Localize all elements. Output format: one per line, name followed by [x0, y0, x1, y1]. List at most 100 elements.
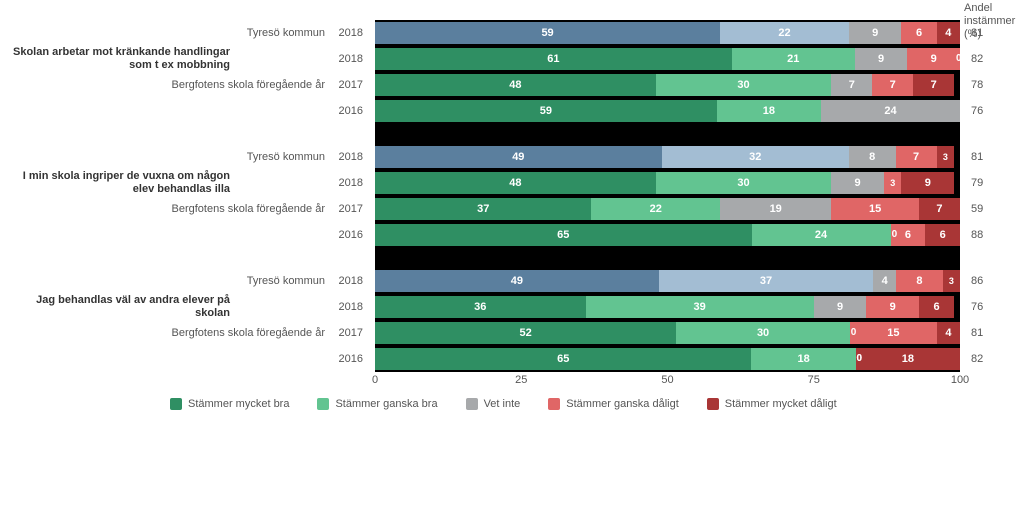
segment-value: 15	[887, 327, 899, 339]
segment-zero-label: 0	[892, 229, 898, 240]
bar-segment: 8	[849, 146, 896, 168]
legend-item: Stämmer ganska bra	[317, 398, 437, 410]
segment-value: 6	[934, 301, 940, 313]
bar-segment: 15	[850, 322, 937, 344]
segment-value: 9	[925, 177, 931, 189]
segment-value: 49	[511, 275, 523, 287]
row-year: 2018	[335, 151, 375, 163]
bar-segment: 9	[907, 48, 960, 70]
bar-track: 65 18 18	[375, 348, 960, 370]
bar-segment: 37	[659, 270, 873, 292]
segment-value: 4	[882, 275, 888, 287]
bar-segment: 52	[375, 322, 676, 344]
segment-value: 36	[474, 301, 486, 313]
andel-value: 82	[965, 346, 983, 372]
bar-segment: 7	[913, 74, 954, 96]
andel-value: 86	[965, 268, 983, 294]
bar-segment: 7	[831, 74, 872, 96]
segment-value: 9	[890, 301, 896, 313]
bar-segment: 65	[375, 224, 752, 246]
x-tick: 25	[515, 374, 527, 386]
segment-value: 9	[878, 53, 884, 65]
bar-row: 612199	[375, 46, 960, 72]
segment-value: 18	[902, 353, 914, 365]
bar-segment: 4	[937, 322, 960, 344]
bar-segment: 6	[925, 224, 960, 246]
segment-value: 48	[509, 177, 521, 189]
legend-label: Stämmer ganska bra	[335, 398, 437, 410]
legend-item: Vet inte	[466, 398, 521, 410]
bar-segment: 4	[937, 22, 960, 44]
bar-segment: 9	[814, 296, 867, 318]
segment-value: 15	[869, 203, 881, 215]
segment-value: 6	[916, 27, 922, 39]
bar-segment: 15	[831, 198, 919, 220]
legend-item: Stämmer mycket dåligt	[707, 398, 837, 410]
segment-value: 19	[770, 203, 782, 215]
bar-segment: 8	[896, 270, 942, 292]
legend-swatch	[170, 398, 182, 410]
bar-segment: 32	[662, 146, 849, 168]
segment-value: 65	[557, 229, 569, 241]
segment-value: 24	[884, 105, 896, 117]
group-spacer	[375, 124, 960, 144]
row-label: Tyresö kommun	[0, 151, 335, 163]
x-tick: 0	[372, 374, 378, 386]
segment-value: 59	[541, 27, 553, 39]
segment-value: 6	[940, 229, 946, 241]
label-row: 2016	[0, 98, 375, 124]
andel-value: 81	[965, 144, 983, 170]
bar-segment: 7	[896, 146, 937, 168]
bar-track: 4932873	[375, 146, 960, 168]
bar-row: 5230154	[375, 320, 960, 346]
bar-segment: 59	[375, 100, 717, 122]
label-row: Bergfotens skola föregående år2017	[0, 72, 375, 98]
segment-value: 22	[778, 27, 790, 39]
bar-segment: 22	[591, 198, 720, 220]
label-row: 2016	[0, 222, 375, 248]
survey-stacked-bar-chart: Andel instämmer (%) 59229646121990483077…	[0, 0, 1024, 509]
bar-track: 3722 19 15 7	[375, 198, 960, 220]
row-year: 2016	[335, 105, 375, 117]
bar-segment: 21	[732, 48, 855, 70]
bar-segment: 24	[821, 100, 960, 122]
label-row: Tyresö kommun2018	[0, 20, 375, 46]
segment-zero-label: 0	[851, 327, 857, 338]
andel-value: 78	[965, 72, 983, 98]
bar-row: 4830777	[375, 72, 960, 98]
segment-value: 4	[945, 27, 951, 39]
segment-value: 52	[519, 327, 531, 339]
row-year: 2016	[335, 229, 375, 241]
x-tick: 100	[951, 374, 969, 386]
legend-item: Stämmer ganska dåligt	[548, 398, 679, 410]
andel-value: 59	[965, 196, 983, 222]
bar-segment: 65	[375, 348, 751, 370]
andel-value: 76	[965, 98, 983, 124]
x-axis: 0255075100	[375, 374, 960, 394]
legend-swatch	[548, 398, 560, 410]
bar-segment: 49	[375, 146, 662, 168]
bar-segment: 6	[919, 296, 954, 318]
segment-value: 24	[815, 229, 827, 241]
segment-value: 4	[945, 327, 951, 339]
bar-segment: 22	[720, 22, 849, 44]
question-label: Skolan arbetar mot kränkande handlingar …	[0, 46, 230, 72]
andel-value: 88	[965, 222, 983, 248]
legend-label: Stämmer mycket bra	[188, 398, 289, 410]
segment-value: 7	[936, 203, 942, 215]
row-year: 2018	[335, 53, 375, 65]
bar-segment: 39	[586, 296, 814, 318]
question-label: Jag behandlas väl av andra elever på sko…	[0, 294, 230, 320]
legend-label: Vet inte	[484, 398, 521, 410]
bar-segment: 18	[751, 348, 855, 370]
bar-segment: 24	[752, 224, 891, 246]
segment-value: 7	[913, 151, 919, 163]
row-year: 2018	[335, 275, 375, 287]
bar-row: 591824	[375, 98, 960, 124]
andel-value: 81	[965, 20, 983, 46]
segment-value: 65	[557, 353, 569, 365]
question-label: I min skola ingriper de vuxna om någon e…	[0, 170, 230, 196]
segment-value: 8	[916, 275, 922, 287]
bar-segment: 37	[375, 198, 591, 220]
segment-value: 9	[855, 177, 861, 189]
